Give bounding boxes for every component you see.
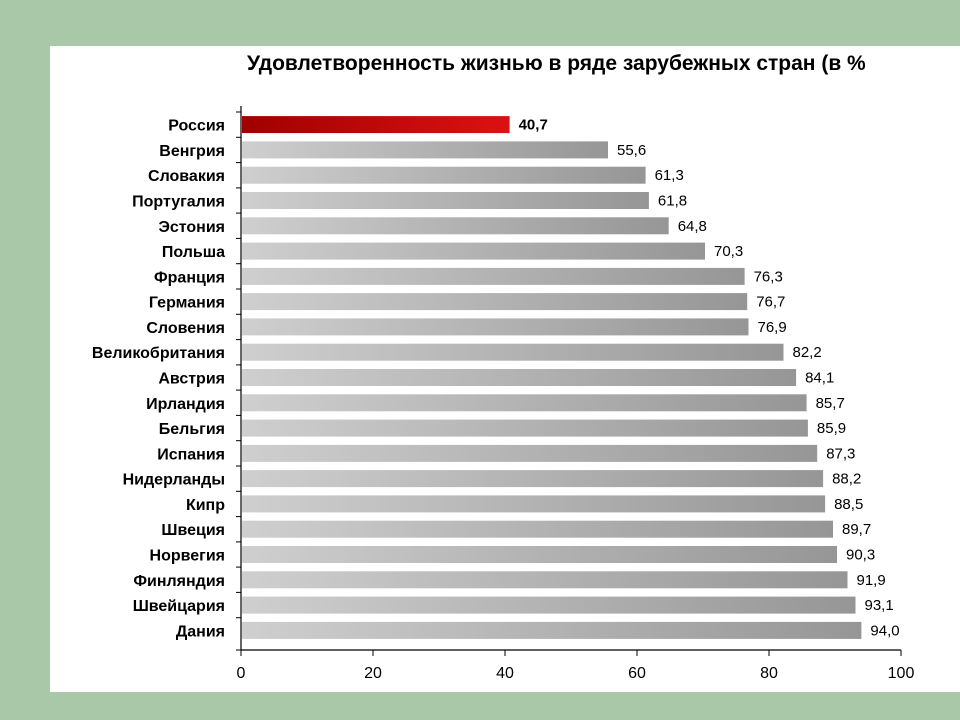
value-label: 89,7: [842, 521, 871, 538]
x-tick-label: 100: [888, 665, 915, 682]
bar-19: [242, 571, 848, 589]
bar-8: [242, 293, 748, 311]
x-tick-label: 20: [364, 665, 382, 682]
x-tick-label: 40: [496, 665, 514, 682]
value-label: 88,2: [832, 471, 861, 488]
x-tick-label: 0: [237, 665, 246, 682]
bar-16: [242, 495, 826, 513]
bar-3: [242, 166, 646, 184]
category-label: Нидерланды: [123, 472, 225, 489]
bar-10: [242, 343, 784, 361]
value-label: 76,9: [758, 319, 787, 336]
x-tick-label: 60: [628, 665, 646, 682]
value-label: 91,9: [857, 572, 886, 589]
category-label: Венгрия: [159, 143, 225, 160]
category-label: Норвегия: [150, 548, 225, 565]
category-label: Бельгия: [159, 421, 225, 438]
value-label: 90,3: [846, 547, 875, 564]
category-label: Польша: [162, 244, 225, 261]
category-label: Германия: [149, 295, 225, 312]
bar-20: [242, 596, 856, 614]
value-label: 88,5: [834, 496, 863, 513]
bar-5: [242, 217, 669, 235]
bar-6: [242, 242, 705, 260]
category-label: Франция: [154, 269, 225, 286]
bar-13: [242, 419, 808, 437]
x-tick-label: 80: [760, 665, 778, 682]
chart-title: Удовлетворенность жизнью в ряде зарубежн…: [247, 52, 866, 75]
value-label: 55,6: [617, 142, 646, 159]
bar-18: [242, 546, 837, 563]
category-label: Финляндия: [133, 573, 225, 590]
bar-17: [242, 520, 833, 538]
value-label: 94,0: [870, 622, 899, 639]
category-label: Кипр: [186, 497, 225, 514]
bar-14: [242, 444, 818, 462]
bar-11: [242, 369, 797, 386]
bar-chart: Россия 40,7 Венгрия 55,6 Словакия 61,3 Португа…: [92, 106, 915, 682]
chart-panel: Удовлетворенность жизнью в ряде зарубежн…: [50, 46, 960, 692]
category-label: Словения: [146, 320, 225, 337]
value-label: 61,8: [658, 193, 687, 210]
category-label: Португалия: [132, 194, 225, 211]
value-label: 76,3: [754, 268, 783, 285]
value-label: 85,9: [817, 420, 846, 437]
category-label: Словакия: [148, 168, 225, 185]
value-label: 82,2: [793, 344, 822, 361]
category-label: Швейцария: [133, 598, 225, 615]
value-label: 61,3: [655, 167, 684, 184]
bar-7: [242, 267, 745, 285]
value-label: 87,3: [826, 445, 855, 462]
category-label: Испания: [157, 446, 225, 463]
bar-15: [242, 470, 824, 488]
category-label: Россия: [168, 118, 225, 135]
bar-9: [242, 318, 749, 336]
value-label: 40,7: [519, 117, 548, 134]
bar-1: [242, 116, 510, 134]
category-label: Ирландия: [146, 396, 225, 413]
category-label: Эстония: [158, 219, 225, 236]
bar-2: [242, 141, 608, 159]
category-label: Швеция: [161, 522, 225, 539]
value-label: 76,7: [756, 294, 785, 311]
bar-21: [242, 621, 862, 639]
value-label: 84,1: [805, 370, 834, 387]
category-label: Австрия: [158, 371, 225, 388]
category-label: Дания: [176, 623, 225, 640]
value-label: 93,1: [865, 597, 894, 614]
bar-12: [242, 394, 807, 412]
value-label: 85,7: [816, 395, 845, 412]
value-label: 70,3: [714, 243, 743, 260]
category-label: Великобритания: [92, 345, 225, 362]
value-label: 64,8: [678, 218, 707, 235]
bar-4: [242, 192, 649, 209]
